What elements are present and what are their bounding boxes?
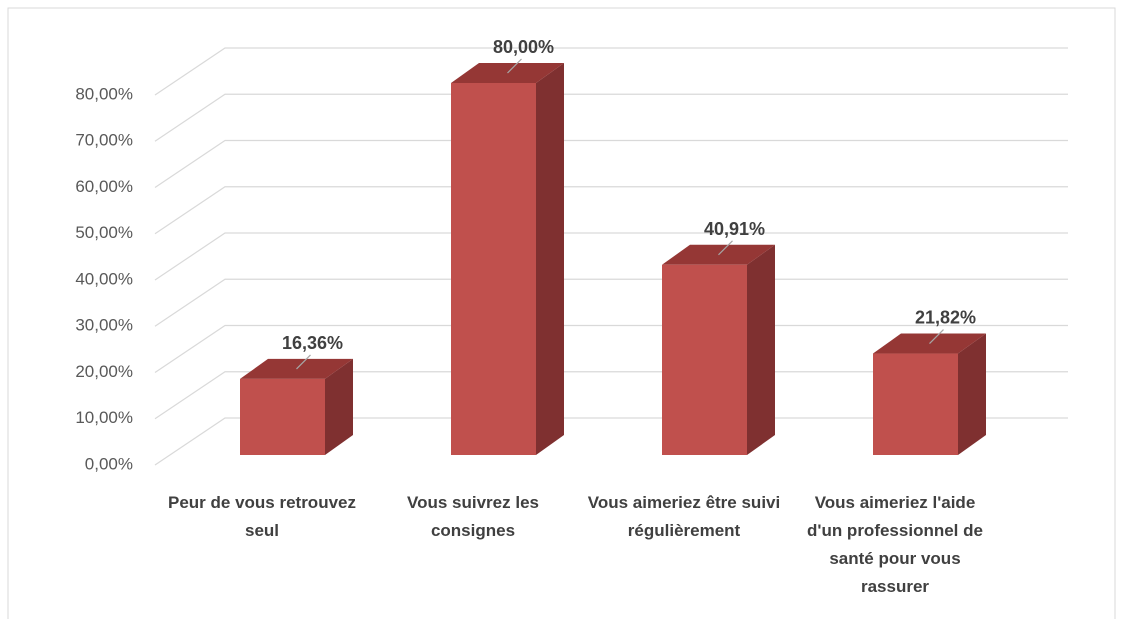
bar-front	[240, 378, 325, 455]
y-tick-label: 80,00%	[75, 84, 133, 103]
grid-line	[154, 278, 1068, 327]
bar-front	[451, 83, 536, 455]
chart-border	[7, 7, 1116, 619]
y-tick-label: 40,00%	[75, 269, 133, 288]
bar	[873, 333, 986, 455]
bar	[662, 244, 775, 455]
grid-line	[154, 371, 1068, 420]
leader-line	[929, 329, 944, 344]
bar-side	[747, 244, 775, 455]
bar-front	[873, 353, 958, 455]
grid-line	[154, 186, 1068, 235]
bar-side	[536, 63, 564, 455]
leader-line	[296, 354, 311, 370]
value-label: 80,00%	[493, 37, 554, 57]
value-label: 40,91%	[704, 219, 765, 239]
y-tick-label: 30,00%	[75, 316, 133, 335]
y-tick-label: 70,00%	[75, 131, 133, 150]
y-tick-label: 20,00%	[75, 362, 133, 381]
leader-line	[718, 240, 733, 256]
grid-line	[154, 417, 1068, 466]
y-tick-label: 60,00%	[75, 177, 133, 196]
y-tick-label: 50,00%	[75, 223, 133, 242]
value-label: 21,82%	[915, 308, 976, 328]
x-tick-label: Peur de vous retrouvez seul	[168, 493, 356, 540]
y-tick-label: 10,00%	[75, 408, 133, 427]
value-label: 16,36%	[282, 333, 343, 353]
bar-side	[958, 333, 986, 455]
grid-line	[154, 139, 1068, 188]
grid-line	[154, 47, 1068, 96]
bar	[240, 358, 353, 455]
leader-line	[507, 58, 522, 74]
grid-line	[154, 324, 1068, 373]
x-tick-label: Vous aimeriez être suivi régulièrement	[588, 493, 780, 540]
bar-front	[662, 264, 747, 455]
grid-line	[154, 232, 1068, 281]
bar-side	[325, 358, 353, 455]
y-tick-label: 0,00%	[85, 454, 133, 473]
x-tick-label: Vous aimeriez l'aide d'un professionnel d…	[807, 493, 983, 596]
bar	[451, 63, 564, 455]
grid-line	[154, 93, 1068, 142]
x-tick-label: Vous suivrez les consignes	[407, 493, 539, 540]
